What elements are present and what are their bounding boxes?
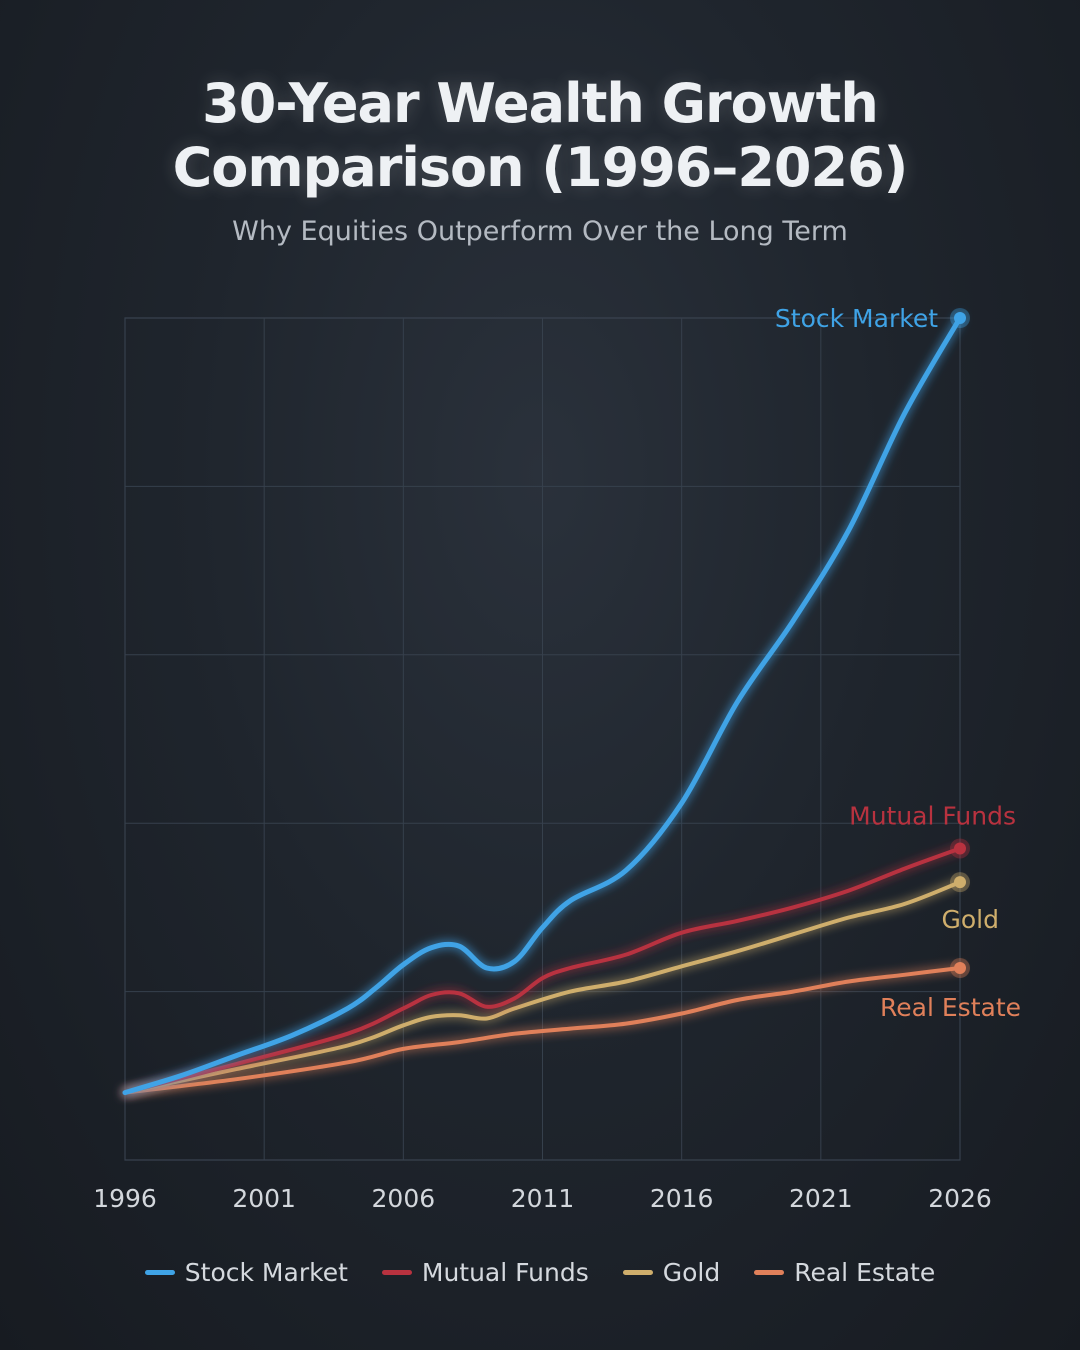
legend-label-stock-market: Stock Market — [184, 1258, 348, 1287]
legend-label-gold: Gold — [662, 1258, 721, 1287]
series-line-real-estate — [123, 966, 962, 1095]
series-end-point-gold — [954, 876, 966, 889]
x-tick-label: 1996 — [93, 1184, 157, 1213]
series-line-gold — [123, 880, 962, 1095]
chart-title-line-1: 30-Year Wealth Growth — [202, 72, 879, 135]
series-end-label-gold: Gold — [942, 905, 999, 934]
series-end-point-mutual-funds — [954, 842, 966, 855]
series-end-label-mutual-funds: Mutual Funds — [849, 801, 1016, 830]
chart-legend: Stock Market Mutual Funds Gold Real Estate — [0, 1258, 1080, 1287]
series-end-point-real-estate — [954, 962, 966, 975]
x-tick-label: 2011 — [511, 1184, 575, 1213]
x-axis: 1996 2001 2006 2011 2016 2021 2026 — [93, 1184, 992, 1213]
legend-item-gold: Gold — [622, 1258, 721, 1287]
legend-swatch-mutual-funds — [381, 1270, 412, 1275]
legend-label-mutual-funds: Mutual Funds — [421, 1258, 589, 1287]
legend-label-real-estate: Real Estate — [794, 1258, 936, 1287]
series-end-point-stock-market — [954, 312, 966, 324]
legend-item-mutual-funds: Mutual Funds — [381, 1258, 589, 1287]
x-tick-label: 2021 — [789, 1184, 853, 1213]
legend-item-stock-market: Stock Market — [144, 1258, 348, 1287]
chart-subtitle: Why Equities Outperform Over the Long Te… — [232, 216, 848, 247]
legend-swatch-real-estate — [754, 1270, 785, 1275]
legend-item-real-estate: Real Estate — [754, 1258, 935, 1287]
x-tick-label: 2001 — [232, 1184, 296, 1213]
legend-swatch-stock-market — [144, 1270, 175, 1275]
chart-title: 30-Year Wealth Growth Comparison (1996–2… — [0, 72, 1080, 200]
series-end-labels: Real Estate Gold Mutual Funds Stock Market — [775, 304, 1021, 1022]
series-lines — [122, 308, 970, 1096]
grid — [124, 317, 961, 1161]
series-line-stock-market — [122, 315, 963, 1096]
x-tick-label: 2006 — [372, 1184, 436, 1213]
x-tick-label: 2026 — [928, 1184, 992, 1213]
series-line-mutual-funds — [123, 846, 962, 1095]
series-end-label-stock-market: Stock Market — [775, 304, 938, 333]
chart-title-line-2: Comparison (1996–2026) — [172, 136, 909, 199]
series-end-label-real-estate: Real Estate — [880, 993, 1021, 1022]
legend-swatch-gold — [622, 1270, 653, 1275]
x-tick-label: 2016 — [650, 1184, 714, 1213]
